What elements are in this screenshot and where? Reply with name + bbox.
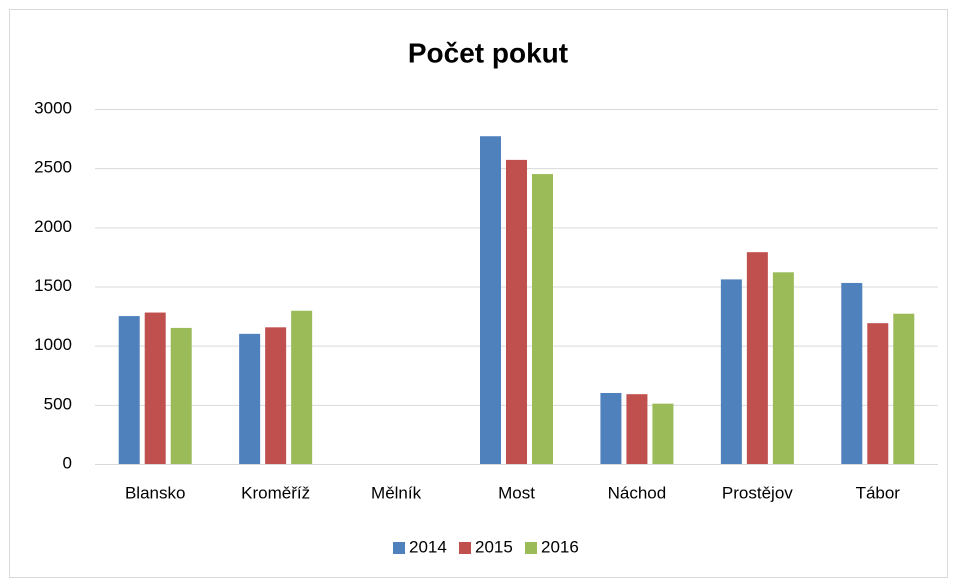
legend-swatch: [525, 542, 537, 554]
bar: [480, 136, 501, 464]
x-tick-label: Mělník: [371, 483, 422, 502]
legend-label: 2016: [541, 537, 579, 556]
bar: [118, 316, 140, 464]
y-tick-label: 2000: [34, 217, 72, 236]
bar: [265, 327, 287, 464]
bar: [652, 403, 674, 464]
legend-label: 2014: [409, 537, 447, 556]
bar: [893, 313, 915, 464]
x-tick-label: Blansko: [125, 483, 185, 502]
y-tick-label: 2500: [34, 158, 72, 177]
bar: [600, 393, 622, 464]
bar: [532, 174, 553, 465]
x-tick-label: Prostějov: [722, 483, 793, 502]
y-tick-label: 1500: [34, 276, 72, 295]
x-tick-label: Most: [498, 483, 535, 502]
y-tick-label: 1000: [34, 335, 72, 354]
bar: [746, 252, 768, 464]
legend-swatch: [393, 542, 405, 554]
y-tick-label: 3000: [34, 98, 72, 117]
x-tick-label: Náchod: [608, 483, 667, 502]
bar: [772, 272, 794, 464]
legend-swatch: [459, 542, 471, 554]
bar: [626, 394, 648, 464]
bar: [867, 323, 889, 464]
bar: [170, 327, 192, 464]
bar: [291, 310, 313, 464]
bar: [239, 333, 261, 464]
bar: [144, 312, 166, 464]
x-tick-label: Kroměříž: [241, 483, 310, 502]
y-tick-label: 500: [44, 394, 72, 413]
bar: [841, 282, 863, 464]
chart-title: Počet pokut: [408, 37, 568, 68]
bar: [720, 279, 742, 464]
bar: [506, 159, 527, 464]
y-tick-label: 0: [63, 453, 72, 472]
x-tick-label: Tábor: [856, 483, 901, 502]
legend-label: 2015: [475, 537, 513, 556]
